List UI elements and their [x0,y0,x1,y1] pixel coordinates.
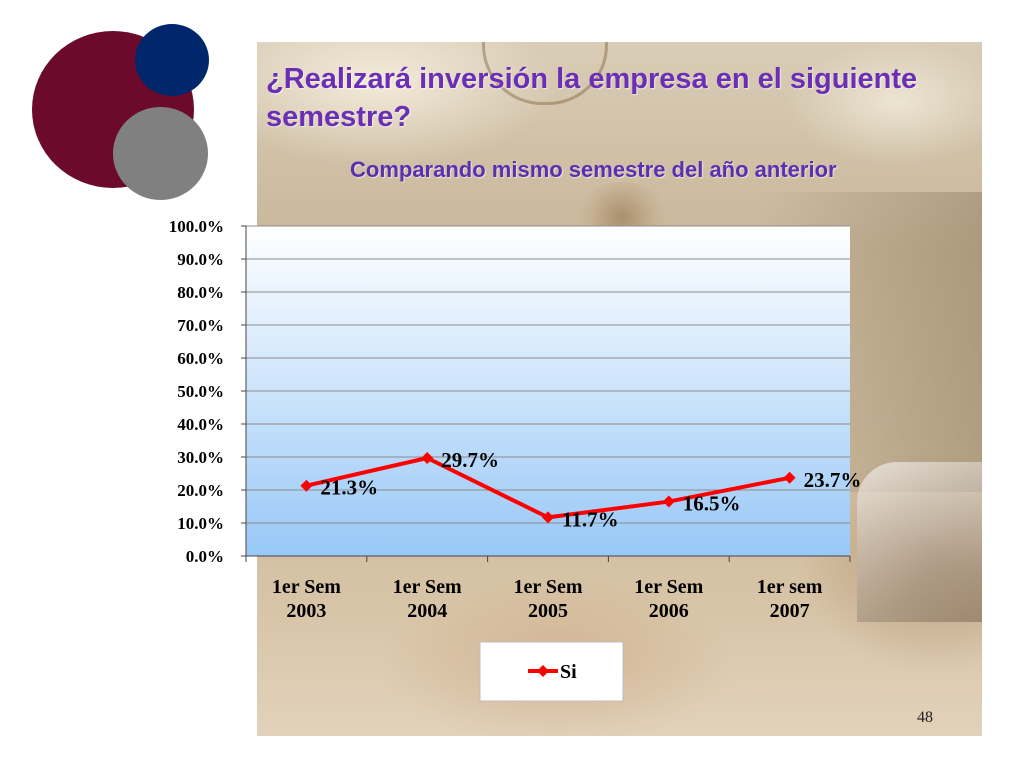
decor-circle-gray [113,107,208,200]
legend-label: Si [560,661,577,683]
data-label: 23.7% [804,468,862,492]
slide-number: 48 [917,709,933,726]
data-label: 21.3% [320,476,378,500]
data-point [542,511,554,524]
y-tick-label: 50.0% [177,382,224,401]
x-tick-label: 1er Sem 2005 [513,576,582,622]
x-tick-label: 1er Sem 2004 [393,576,462,622]
y-tick-label: 40.0% [177,415,224,434]
data-point [300,479,313,492]
legend-marker [537,665,549,677]
slide-subtitle: Comparando mismo semestre del año anteri… [350,157,837,182]
data-point [421,451,434,464]
x-tick-label: 1er sem 2007 [757,576,823,622]
data-label: 16.5% [683,492,741,516]
data-label: 11.7% [562,507,619,531]
slide-title: ¿Realizará inversión la empresa en el si… [266,63,918,133]
photo-shade [857,462,982,622]
data-point [662,495,675,508]
y-tick-label: 70.0% [177,316,224,335]
legend: Si [479,641,624,702]
decor-circle-navy [135,24,209,96]
y-tick-label: 0.0% [186,547,224,566]
x-tick-label: 1er Sem 2003 [272,576,341,622]
y-tick-label: 90.0% [177,250,224,269]
y-tick-label: 100.0% [169,217,224,236]
y-tick-label: 80.0% [177,283,224,302]
y-tick-label: 20.0% [177,481,224,500]
y-tick-label: 10.0% [177,514,224,533]
x-tick-label: 1er Sem 2006 [634,576,703,622]
y-tick-label: 30.0% [177,448,224,467]
data-label: 29.7% [441,448,499,472]
y-tick-label: 60.0% [177,349,224,368]
data-point [783,471,796,484]
